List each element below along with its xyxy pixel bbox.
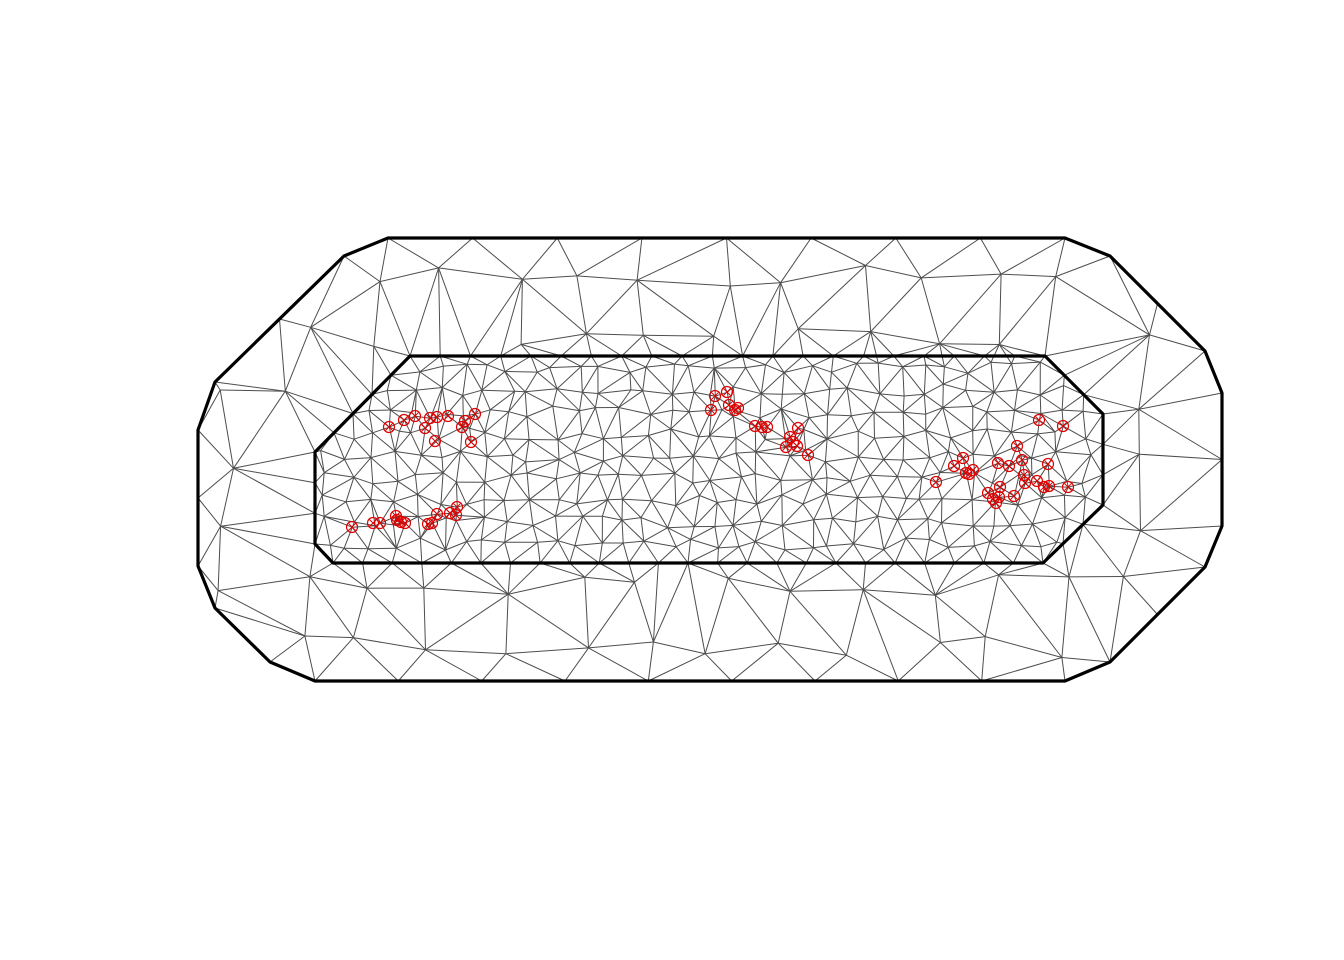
mesh-edge bbox=[467, 364, 487, 365]
mesh-edge bbox=[344, 548, 368, 549]
mesh-edge bbox=[897, 477, 922, 478]
mesh-edge bbox=[1040, 395, 1041, 414]
mesh-edge bbox=[943, 384, 944, 408]
mesh-edge bbox=[484, 482, 485, 499]
mesh-edge bbox=[884, 460, 903, 461]
mesh-edge bbox=[781, 480, 813, 481]
mesh-edge bbox=[368, 548, 396, 549]
mesh-edge bbox=[874, 412, 875, 438]
mesh-edge bbox=[903, 412, 904, 436]
mesh-edge bbox=[714, 368, 745, 369]
mesh-edge bbox=[906, 499, 919, 500]
mesh-edge bbox=[387, 390, 416, 391]
mesh-edge bbox=[1024, 475, 1032, 476]
mesh-edge bbox=[1083, 395, 1084, 412]
mesh-edge bbox=[418, 494, 419, 516]
mesh-edge bbox=[504, 439, 529, 440]
mesh-edge bbox=[608, 499, 623, 500]
mesh-edge bbox=[1064, 495, 1065, 517]
mesh-edge bbox=[693, 456, 694, 483]
mesh-edge bbox=[761, 394, 782, 395]
mesh-edge bbox=[463, 396, 464, 416]
mesh-edge bbox=[940, 473, 966, 474]
mesh-edge bbox=[782, 394, 804, 395]
mesh-edge bbox=[369, 410, 390, 411]
mesh-edge bbox=[919, 499, 942, 500]
mesh-edge bbox=[940, 344, 1000, 345]
mesh-edge bbox=[755, 452, 756, 474]
mesh-edge bbox=[1139, 409, 1140, 454]
mesh-edge bbox=[446, 518, 447, 550]
mesh-edge bbox=[826, 478, 827, 494]
mesh-edge bbox=[790, 455, 808, 456]
mesh-edge bbox=[505, 372, 537, 373]
